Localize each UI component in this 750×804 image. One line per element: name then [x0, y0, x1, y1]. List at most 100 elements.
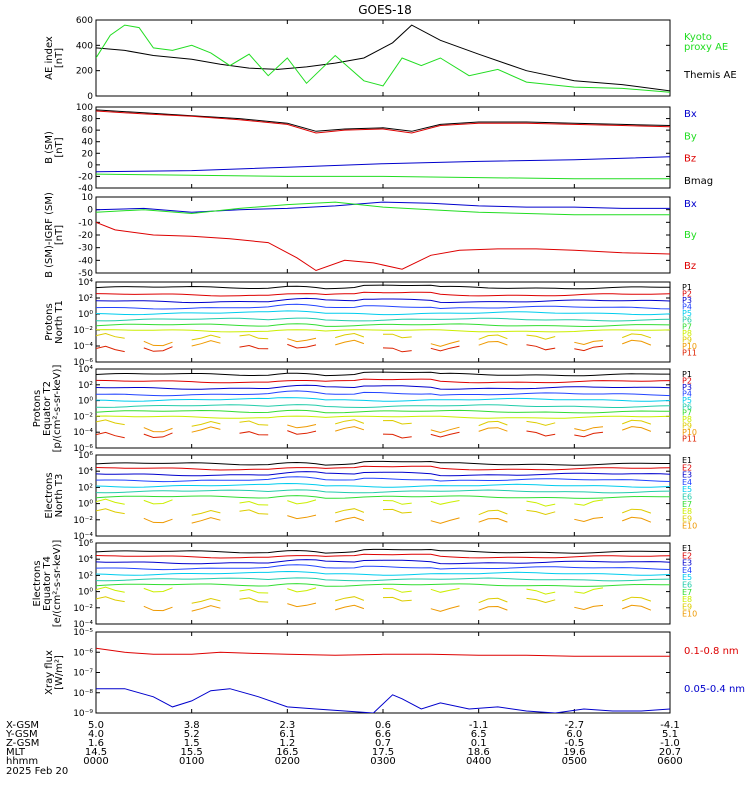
channel-line [96, 577, 670, 582]
channel-line-segment [287, 337, 317, 343]
legend-entry: P10 [682, 342, 697, 351]
y-axis-label: Protons [32, 390, 43, 427]
y-tick-label: 10⁻² [73, 516, 93, 526]
y-tick-label: 10⁴ [78, 365, 93, 375]
legend-entry: By [684, 230, 697, 241]
channel-line-segment [526, 588, 556, 595]
legend-entry: Themis AE [683, 70, 737, 81]
y-tick-label: 0 [87, 206, 93, 216]
channel-line-segment [287, 499, 317, 505]
y-tick-label: 10⁻⁵ [73, 628, 93, 638]
y-tick-label: 60 [82, 126, 94, 136]
channel-line-segment [239, 431, 269, 436]
panel-data [96, 109, 670, 180]
x-row-value: 14.5 [85, 747, 107, 758]
legend-entry: Bx [684, 109, 697, 120]
channel-line-segment [622, 333, 652, 339]
panel-data [96, 24, 670, 93]
legend-entry: P9 [682, 422, 692, 431]
panel-data [96, 647, 670, 713]
channel-line-segment [191, 420, 221, 427]
channel-line-segment [239, 588, 269, 594]
x-row-value: -4.1 [660, 720, 680, 731]
legend-entry: E9 [682, 514, 692, 523]
series-line-0 [96, 201, 670, 213]
channel-line [96, 495, 670, 499]
y-axis-label: Electrons [44, 472, 55, 518]
y-tick-label: 10⁰ [78, 310, 93, 320]
channel-line-segment [622, 426, 652, 432]
channel-line-segment [526, 597, 556, 604]
y-tick-label: 10⁻⁶ [73, 358, 93, 368]
channel-line-segment [143, 605, 173, 612]
y-tick-label: -40 [78, 256, 93, 266]
channel-line-segment [287, 587, 317, 593]
y-tick-label: 10⁻² [73, 412, 93, 422]
series-line-2 [96, 156, 670, 173]
channel-line [96, 390, 670, 397]
legend-entry: P7 [682, 409, 692, 418]
panel-frame [95, 454, 671, 537]
y-tick-label: 200 [76, 67, 93, 77]
y-tick-label: 600 [76, 16, 93, 26]
channel-line-segment [574, 604, 604, 611]
legend-entry: P3 [682, 296, 692, 305]
channel-line-segment [526, 344, 556, 351]
legend-entry: E10 [682, 522, 697, 531]
channel-line [96, 415, 670, 419]
y-axis-label: Electrons [32, 560, 43, 606]
y-tick-label: -40 [78, 184, 93, 194]
x-row-value: 1.5 [184, 738, 200, 749]
y-tick-label: 10⁻⁶ [73, 444, 93, 454]
y-tick-label: 10⁻⁴ [73, 342, 93, 352]
legend-entry: P11 [682, 348, 697, 357]
x-row-value: 0300 [370, 756, 395, 767]
legend-entry: E1 [682, 456, 692, 465]
legend-entry: By [684, 131, 697, 142]
panel-pT2: 10⁴ 10² 10⁰ 10⁻² 10⁻⁴ 10⁻⁶ Protons Equator T2 [p… [32, 365, 697, 454]
channel-line-segment [382, 419, 412, 425]
y-tick-label: -30 [78, 244, 93, 254]
plot-title: GOES-18 [358, 3, 412, 17]
legend-entry: P2 [682, 376, 692, 385]
legend-entry: P6 [682, 316, 692, 325]
series-line-2 [96, 221, 670, 272]
panel-frame [95, 106, 671, 189]
channel-line-segment [96, 419, 125, 426]
x-row-value: 2.3 [279, 720, 295, 731]
panel-data [96, 371, 670, 439]
legend-entry: P10 [682, 428, 697, 437]
channel-line-segment [478, 420, 508, 427]
x-row-value: 0.1 [471, 738, 487, 749]
y-tick-label: 10² [78, 381, 93, 391]
x-row-label: Y-GSM [5, 729, 38, 740]
channel-line [96, 404, 670, 409]
channel-line-segment [287, 343, 317, 349]
series-line-0 [96, 647, 670, 657]
x-row-value: 6.0 [566, 729, 582, 740]
x-row-value: 0400 [466, 756, 491, 767]
channel-line-segment [191, 340, 221, 347]
y-tick-label: 10⁰ [78, 500, 93, 510]
y-tick-label: 10⁶ [78, 451, 93, 461]
legend-entry: E9 [682, 602, 692, 611]
channel-line-segment [478, 605, 508, 611]
channel-line-segment [430, 340, 460, 347]
channel-line-segment [478, 427, 508, 432]
x-row-value: 6.1 [279, 729, 295, 740]
series-line-0 [96, 24, 670, 92]
legend-entry: P7 [682, 322, 692, 331]
channel-line [96, 384, 670, 390]
y-axis-label: Equator T4 [42, 556, 53, 611]
series-line-1 [96, 110, 670, 134]
y-tick-label: 400 [76, 41, 93, 51]
legend-entry: E6 [682, 581, 692, 590]
legend-entry: E8 [682, 507, 692, 516]
y-axis-label: [p/(cm²-s-sr-keV)] [52, 365, 63, 453]
y-tick-label: 10⁻² [73, 326, 93, 336]
y-tick-label: 10⁴ [78, 467, 93, 477]
x-row-value: 0000 [83, 756, 108, 767]
legend-entry: 0.1-0.8 nm [684, 646, 739, 657]
